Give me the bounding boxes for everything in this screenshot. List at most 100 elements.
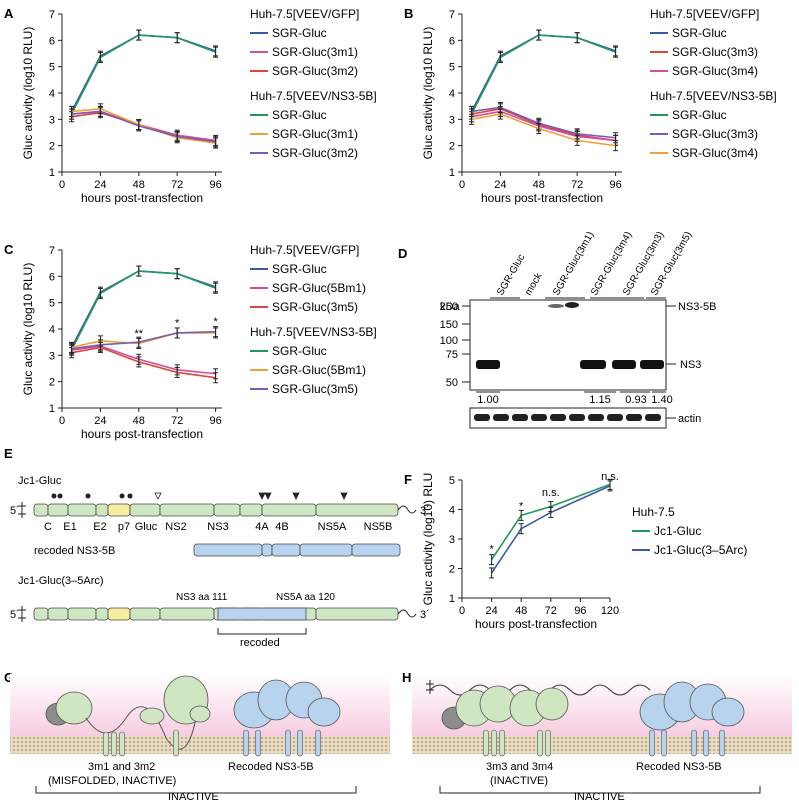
x-tick-label: 96 xyxy=(574,605,586,617)
x-tick-label: 24 xyxy=(494,179,506,191)
gene-segment xyxy=(213,503,241,517)
x-tick-label: 0 xyxy=(59,179,65,191)
site-ns5a-aa120: NS5A aa 120 xyxy=(276,592,335,603)
ns3-band xyxy=(582,360,604,369)
actin-band xyxy=(607,414,623,421)
y-tick-label: 1 xyxy=(49,403,55,415)
y-tick-label: 7 xyxy=(49,9,55,21)
series-line xyxy=(490,483,611,561)
construct-recoded: recoded NS3-5B xyxy=(34,545,115,557)
gene-segment xyxy=(95,607,109,621)
legend-item: SGR-Gluc(3m3) xyxy=(672,127,758,141)
y-tick-label: 7 xyxy=(449,9,455,21)
recoded-bracket xyxy=(217,628,307,635)
legend-title: Huh-7.5[VEEV/NS3-5B] xyxy=(250,325,377,339)
gene-segment xyxy=(239,503,263,517)
gene-label: 4B xyxy=(275,521,288,533)
x-tick-label: 0 xyxy=(59,415,65,427)
recoded-segment xyxy=(351,543,401,557)
label-misfolded: (MISFOLDED, INACTIVE) xyxy=(48,775,176,787)
x-tick-label: 72 xyxy=(545,605,557,617)
gene-segment xyxy=(315,607,399,621)
gene-label: p7 xyxy=(118,521,130,533)
panel-letter: B xyxy=(404,6,413,21)
tm-helix xyxy=(545,729,551,757)
y-tick-label: 6 xyxy=(449,35,455,47)
ns3-band xyxy=(476,360,500,369)
y-tick-label: 1 xyxy=(449,593,455,605)
protein-domain xyxy=(189,705,211,723)
label-inactive-paren: (INACTIVE) xyxy=(490,775,548,787)
panel-a-chart: A 1 2 3 4 5 6 7 0 24 48 72 96 hours post-transfection… xyxy=(4,6,377,205)
x-tick-label: 48 xyxy=(515,605,527,617)
actin-band xyxy=(493,414,509,421)
gene-segment xyxy=(261,503,317,517)
glycosylation-marker xyxy=(127,493,133,499)
protein-cartoons xyxy=(45,675,341,757)
band-label-ns3: NS3 xyxy=(680,359,701,371)
y-tick-label: 6 xyxy=(49,271,55,283)
cap-structure xyxy=(18,502,26,518)
genome-jc1-gluc xyxy=(18,502,417,518)
x-tick-label: 48 xyxy=(133,415,145,427)
tm-helix xyxy=(255,729,261,757)
legend-item: SGR-Gluc(3m2) xyxy=(272,146,358,160)
series-line xyxy=(490,485,611,574)
legend-item: SGR-Gluc xyxy=(672,108,727,122)
gene-segment xyxy=(107,607,131,621)
tm-helix xyxy=(537,729,543,757)
actin-band xyxy=(626,414,642,421)
mw-marker: 50 xyxy=(446,377,458,389)
gene-segment xyxy=(95,503,109,517)
tm-helix xyxy=(119,731,125,757)
glycosylation-marker xyxy=(57,493,63,499)
y-tick-label: 1 xyxy=(449,167,455,179)
inactive-bracket xyxy=(439,786,761,794)
protein-domain xyxy=(55,691,93,725)
significance-annotation: n.s. xyxy=(542,487,560,499)
legend-title: Huh-7.5[VEEV/GFP] xyxy=(250,7,359,21)
panel-b-chart: B 1 2 3 4 5 6 7 0 24 48 72 96 hours post-transfection… xyxy=(404,6,777,205)
utr-3prime xyxy=(397,609,417,618)
series-line xyxy=(71,345,216,375)
series-line xyxy=(70,34,216,115)
tm-helix xyxy=(499,729,505,757)
cleavage-marker xyxy=(154,492,162,500)
gene-segment xyxy=(33,503,49,517)
y-axis-label: Gluc activity (log10 RLU) xyxy=(421,27,435,160)
legend-item: SGR-Gluc(3m1) xyxy=(272,127,358,141)
quant-value: 1.40 xyxy=(651,394,672,406)
mw-markers: 250 150 100 75 50 xyxy=(440,301,470,389)
panel-letter: C xyxy=(4,242,14,257)
tm-helix xyxy=(297,729,303,757)
mw-marker: 250 xyxy=(440,301,458,313)
legend-title: Huh-7.5[VEEV/GFP] xyxy=(250,243,359,257)
legend-item: Jc1-Gluc(3–5Arc) xyxy=(654,543,747,557)
legend-item: SGR-Gluc(3m1) xyxy=(272,45,358,59)
x-tick-label: 96 xyxy=(209,415,221,427)
cleavage-marker xyxy=(292,492,300,500)
utr-3prime xyxy=(397,505,417,514)
ns3-band xyxy=(640,360,664,369)
legend-item: SGR-Gluc(3m3) xyxy=(672,45,758,59)
y-tick-label: 5 xyxy=(49,298,55,310)
gene-label: C xyxy=(44,521,52,533)
x-axis-label: hours post-transfection xyxy=(481,191,603,205)
quant-value: 1.00 xyxy=(477,394,498,406)
actin-band xyxy=(512,414,528,421)
legend-item: Jc1-Gluc xyxy=(654,524,701,538)
gene-label: E2 xyxy=(93,521,106,533)
protein-domain xyxy=(139,707,165,725)
gene-label: NS5A xyxy=(318,521,347,533)
panel-letter: F xyxy=(404,472,412,487)
tm-helix xyxy=(691,729,697,757)
x-tick-label: 24 xyxy=(94,179,106,191)
label-recoded: Recoded NS3-5B xyxy=(228,761,314,773)
x-tick-label: 96 xyxy=(209,179,221,191)
quantification: 1.00 1.15 0.93 1.40 xyxy=(476,391,673,406)
mw-marker: 150 xyxy=(440,319,458,331)
y-tick-label: 3 xyxy=(49,114,55,126)
gene-segment xyxy=(159,607,215,621)
